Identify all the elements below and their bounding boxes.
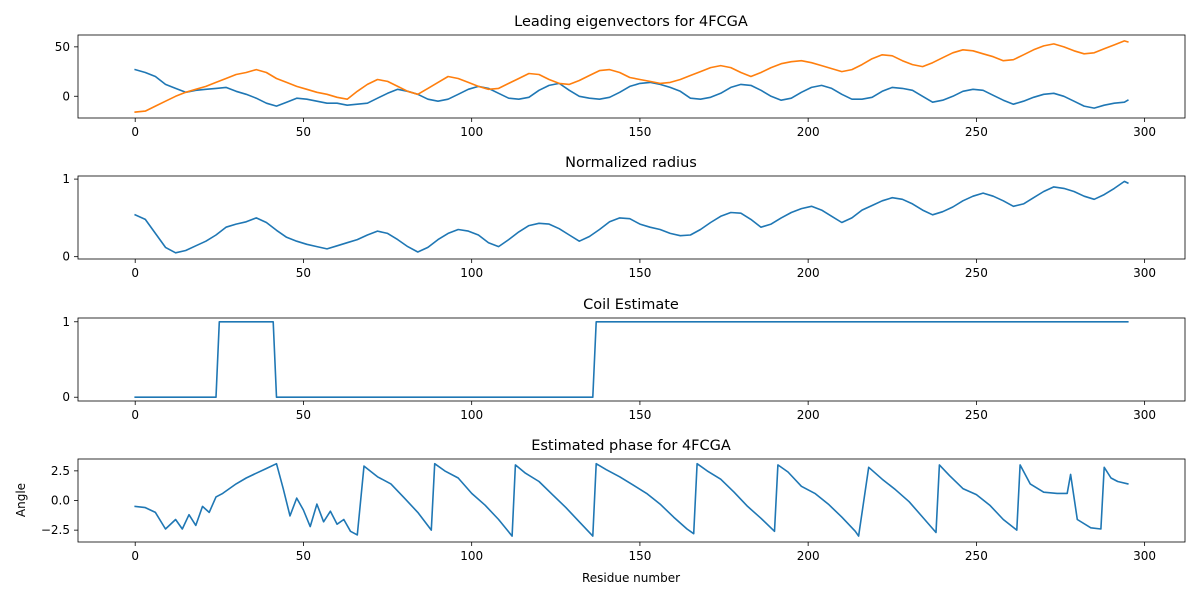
panel-estimated-phase-title: Estimated phase for 4FCGA — [531, 438, 731, 454]
x-tick-label: 300 — [1133, 408, 1156, 422]
x-tick-label: 300 — [1133, 549, 1156, 563]
panel-eigenvectors: Leading eigenvectors for 4FCGA 0 50 100 150… — [55, 14, 1186, 139]
y-tick-label: 0 — [62, 89, 70, 103]
series-line-2-0 — [134, 320, 1129, 399]
x-tick-label: 100 — [460, 266, 483, 280]
y-tick-label: 50 — [55, 40, 70, 54]
x-tick-label: 0 — [131, 549, 139, 563]
x-tick-label: 150 — [628, 266, 651, 280]
x-tick-label: 150 — [628, 408, 651, 422]
panel-eigenvectors-title: Leading eigenvectors for 4FCGA — [514, 14, 748, 30]
x-tick-label: 300 — [1133, 266, 1156, 280]
panel-estimated-phase: Estimated phase for 4FCGA 0 50 100 150 200 25… — [14, 438, 1186, 585]
x-tick-label: 150 — [628, 549, 651, 563]
y-tick-label: 0.0 — [51, 494, 70, 508]
x-tick-label: 100 — [460, 125, 483, 139]
y-tick-label: 0 — [62, 390, 70, 404]
x-tick-label: 50 — [296, 408, 311, 422]
x-tick-label: 100 — [460, 408, 483, 422]
x-tick-label: 50 — [296, 266, 311, 280]
plot-frame — [77, 317, 1186, 402]
x-tick-label: 0 — [131, 125, 139, 139]
y-tick-label: 2.5 — [51, 464, 70, 478]
panel-normalized-radius-title: Normalized radius — [565, 155, 697, 171]
series-line-0-0 — [134, 68, 1129, 109]
panel-coil-estimate-title: Coil Estimate — [583, 297, 679, 313]
panel-normalized-radius: Normalized radius 0 50 100 150 200 250 300 0 1 — [62, 155, 1186, 280]
x-tick-label: 250 — [965, 266, 988, 280]
y-axis-label: Angle — [14, 483, 28, 517]
y-tick-label: 0 — [62, 250, 70, 264]
series-line-1-0 — [134, 180, 1129, 254]
x-tick-label: 50 — [296, 549, 311, 563]
x-tick-label: 250 — [965, 408, 988, 422]
x-tick-label: 100 — [460, 549, 483, 563]
y-tick-label: 1 — [62, 315, 70, 329]
x-tick-label: 200 — [797, 408, 820, 422]
plot-frame — [77, 175, 1186, 260]
series-line-0-1 — [134, 40, 1129, 113]
x-tick-label: 250 — [965, 125, 988, 139]
panel-coil-estimate: Coil Estimate 0 50 100 150 200 250 300 0 1 — [62, 297, 1186, 422]
x-axis-label: Residue number — [582, 571, 680, 585]
plot-frame — [77, 34, 1186, 119]
x-tick-label: 200 — [797, 266, 820, 280]
y-tick-label: −2.5 — [41, 523, 70, 537]
x-tick-label: 200 — [797, 549, 820, 563]
x-tick-label: 0 — [131, 408, 139, 422]
x-tick-label: 300 — [1133, 125, 1156, 139]
y-tick-label: 1 — [62, 172, 70, 186]
series-line-3-0 — [134, 462, 1129, 537]
x-tick-label: 0 — [131, 266, 139, 280]
x-tick-label: 200 — [797, 125, 820, 139]
x-tick-label: 250 — [965, 549, 988, 563]
x-tick-label: 50 — [296, 125, 311, 139]
x-tick-label: 150 — [628, 125, 651, 139]
